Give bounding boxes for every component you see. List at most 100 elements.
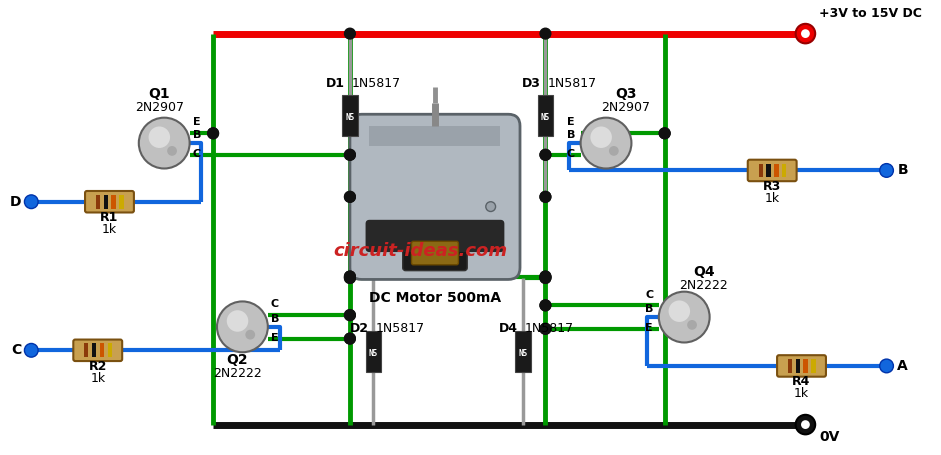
- Circle shape: [796, 24, 815, 43]
- Circle shape: [660, 128, 670, 139]
- FancyBboxPatch shape: [73, 339, 122, 361]
- Text: B: B: [566, 130, 575, 140]
- Circle shape: [24, 344, 39, 357]
- Circle shape: [217, 301, 268, 352]
- Circle shape: [344, 333, 356, 344]
- Text: Q3: Q3: [614, 87, 636, 101]
- Circle shape: [246, 330, 255, 339]
- Circle shape: [687, 320, 697, 330]
- Circle shape: [208, 128, 218, 139]
- Circle shape: [344, 149, 356, 160]
- Circle shape: [24, 195, 39, 208]
- Circle shape: [540, 273, 550, 283]
- Text: Q4: Q4: [693, 265, 714, 279]
- Circle shape: [540, 192, 550, 202]
- FancyBboxPatch shape: [777, 355, 826, 377]
- Circle shape: [540, 273, 550, 283]
- Text: D3: D3: [521, 77, 540, 91]
- Bar: [92, 344, 96, 357]
- Circle shape: [227, 310, 248, 332]
- Text: Q2: Q2: [227, 353, 248, 367]
- Circle shape: [344, 149, 356, 160]
- Circle shape: [344, 271, 356, 282]
- Text: 1k: 1k: [765, 192, 780, 205]
- Bar: [343, 95, 358, 136]
- Text: N5: N5: [345, 113, 355, 121]
- Bar: [365, 331, 381, 372]
- Text: 1N5817: 1N5817: [375, 322, 424, 335]
- Text: D1: D1: [326, 77, 345, 91]
- Text: 2N2222: 2N2222: [679, 279, 728, 292]
- Circle shape: [880, 164, 893, 177]
- FancyBboxPatch shape: [350, 114, 520, 279]
- Text: 2N2907: 2N2907: [601, 101, 650, 114]
- Circle shape: [540, 300, 550, 311]
- Text: DC Motor 500mA: DC Motor 500mA: [369, 291, 501, 305]
- Text: B: B: [646, 304, 653, 314]
- Bar: [111, 195, 116, 208]
- Text: B: B: [193, 130, 201, 140]
- Text: 1N5817: 1N5817: [548, 77, 597, 91]
- Bar: [537, 95, 553, 136]
- Circle shape: [486, 202, 496, 212]
- Text: R2: R2: [88, 360, 107, 373]
- Text: E: E: [271, 333, 279, 343]
- Circle shape: [801, 420, 810, 429]
- Bar: [370, 126, 501, 146]
- Bar: [774, 164, 778, 177]
- Circle shape: [344, 273, 356, 283]
- Text: 1N5817: 1N5817: [352, 77, 401, 91]
- Text: 1N5817: 1N5817: [525, 322, 574, 335]
- Bar: [100, 344, 104, 357]
- Circle shape: [581, 118, 631, 168]
- Text: 1k: 1k: [90, 372, 105, 384]
- Bar: [766, 164, 771, 177]
- Circle shape: [344, 333, 356, 344]
- Text: N5: N5: [518, 349, 528, 358]
- Text: +3V to 15V DC: +3V to 15V DC: [819, 7, 922, 20]
- Text: E: E: [646, 323, 653, 333]
- Circle shape: [344, 273, 356, 283]
- Bar: [120, 195, 123, 208]
- Circle shape: [540, 149, 550, 160]
- Circle shape: [660, 128, 670, 139]
- Circle shape: [540, 149, 550, 160]
- FancyBboxPatch shape: [403, 235, 468, 271]
- Circle shape: [540, 271, 550, 282]
- Bar: [788, 359, 792, 373]
- Circle shape: [167, 146, 177, 156]
- Circle shape: [344, 28, 356, 39]
- Text: E: E: [566, 116, 575, 126]
- Bar: [107, 344, 112, 357]
- Text: D4: D4: [499, 322, 518, 335]
- Circle shape: [609, 146, 619, 156]
- Text: N5: N5: [369, 349, 378, 358]
- Bar: [796, 359, 800, 373]
- Circle shape: [540, 271, 550, 282]
- Circle shape: [344, 192, 356, 202]
- Circle shape: [540, 324, 550, 334]
- Text: C: C: [566, 149, 575, 159]
- Text: C: C: [193, 149, 200, 159]
- Circle shape: [344, 310, 356, 320]
- Circle shape: [540, 300, 550, 311]
- Text: R1: R1: [101, 211, 119, 224]
- Bar: [811, 359, 816, 373]
- Text: A: A: [898, 359, 908, 373]
- Bar: [84, 344, 88, 357]
- Circle shape: [669, 300, 690, 322]
- FancyBboxPatch shape: [365, 220, 504, 252]
- FancyBboxPatch shape: [411, 241, 458, 265]
- Text: D2: D2: [349, 322, 369, 335]
- Text: 2N2222: 2N2222: [214, 367, 262, 379]
- Bar: [782, 164, 787, 177]
- Bar: [515, 331, 531, 372]
- Text: D: D: [10, 195, 22, 209]
- Circle shape: [540, 192, 550, 202]
- Circle shape: [208, 128, 218, 139]
- FancyBboxPatch shape: [748, 160, 797, 181]
- Text: C: C: [646, 289, 653, 299]
- Circle shape: [149, 126, 170, 148]
- Text: C: C: [271, 299, 279, 309]
- Text: B: B: [271, 314, 279, 324]
